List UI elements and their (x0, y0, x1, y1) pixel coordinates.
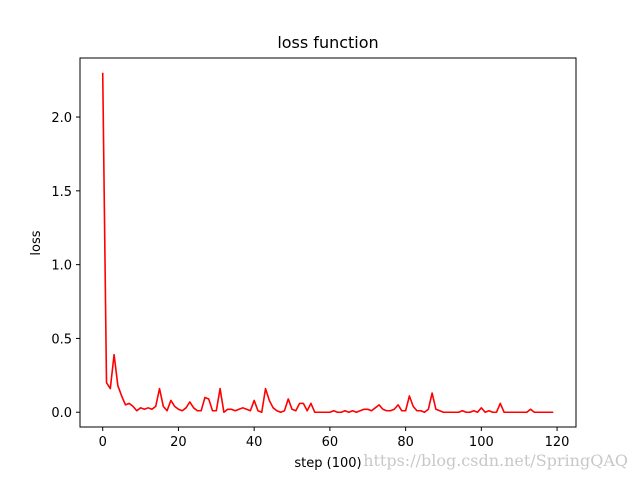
x-tick-label: 0 (99, 435, 107, 450)
y-tick-label: 1.0 (51, 259, 72, 274)
plot-area (80, 58, 576, 427)
x-tick-label: 120 (545, 435, 570, 450)
axes-frame (79, 57, 577, 428)
x-tick-label: 20 (170, 435, 187, 450)
y-tick-label: 0.5 (51, 332, 72, 347)
x-axis-ticks: 0 20 40 60 80 100 120 (99, 427, 570, 450)
x-tick-label: 80 (397, 435, 414, 450)
watermark-text: https://blog.csdn.net/SpringQAQ (363, 451, 628, 470)
y-tick-label: 0.0 (51, 406, 72, 421)
x-tick-label: 60 (322, 435, 339, 450)
series-layer (101, 72, 554, 414)
x-tick-label: 100 (469, 435, 494, 450)
y-axis-ticks: 0.0 0.5 1.0 1.5 2.0 (51, 111, 80, 421)
loss-series-line (101, 72, 554, 414)
x-tick-label: 40 (246, 435, 263, 450)
y-tick-label: 2.0 (51, 111, 72, 126)
y-axis-label: loss (29, 230, 44, 255)
y-tick-label: 1.5 (51, 185, 72, 200)
chart-title: loss function (277, 33, 378, 52)
x-axis-label: step (100) (294, 456, 361, 471)
